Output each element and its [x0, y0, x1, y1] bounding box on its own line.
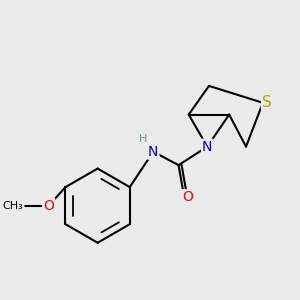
Text: CH₃: CH₃ [3, 201, 23, 211]
Text: N: N [202, 140, 212, 154]
Text: O: O [43, 199, 54, 213]
Text: N: N [148, 145, 158, 159]
Text: O: O [182, 190, 193, 204]
Text: H: H [139, 134, 147, 144]
Text: S: S [262, 95, 272, 110]
